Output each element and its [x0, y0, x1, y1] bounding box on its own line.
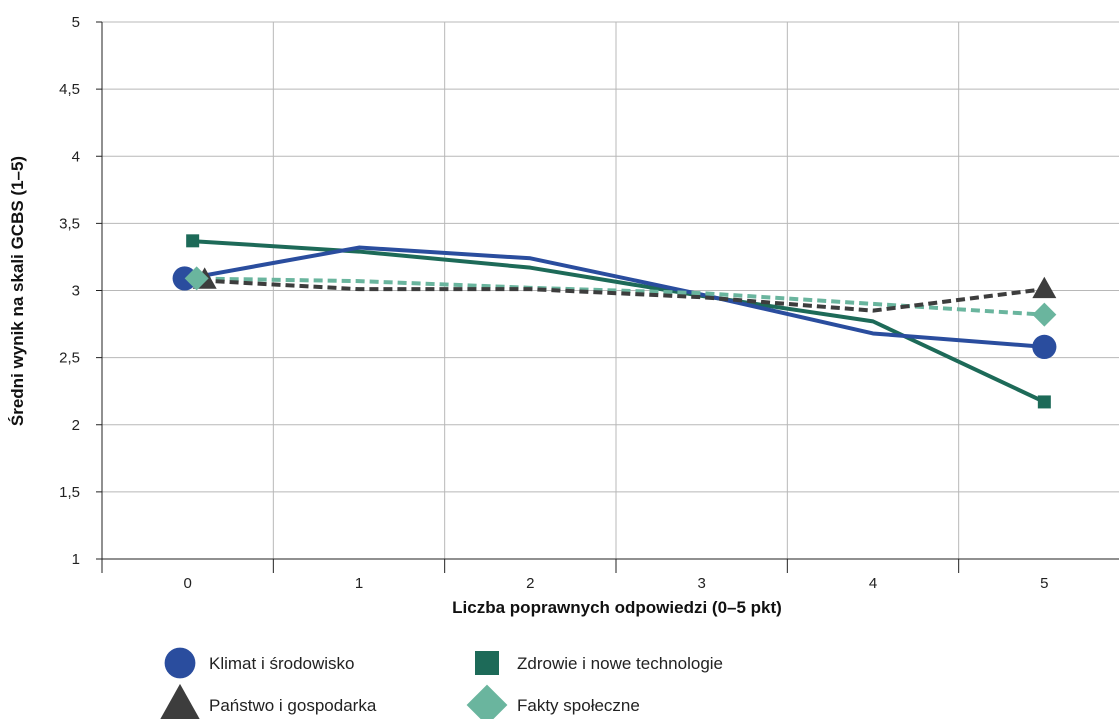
y-tick-label: 3 [72, 283, 80, 300]
legend-marker [475, 651, 499, 675]
series-marker [1032, 334, 1057, 359]
legend-label: Zdrowie i nowe technologie [517, 654, 723, 673]
y-tick-label: 3,5 [59, 215, 80, 232]
x-tick-label: 3 [697, 575, 705, 592]
legend-item: Państwo i gospodarka [160, 683, 377, 719]
series-line [187, 245, 1045, 349]
legend-item: Zdrowie i nowe technologie [475, 651, 723, 675]
y-tick-label: 4,5 [59, 81, 80, 98]
x-tick-label: 2 [526, 575, 534, 592]
x-axis-title: Liczba poprawnych odpowiedzi (0–5 pkt) [452, 598, 782, 617]
axes: 1 1,5 2 2,5 3 3,5 4 4,5 5 0 1 2 3 4 5 [59, 14, 1119, 592]
series-marker [172, 266, 197, 291]
legend-item: Klimat i środowisko [164, 647, 355, 679]
series-marker [186, 234, 200, 248]
x-tick-label: 4 [869, 575, 877, 592]
series-layer [187, 238, 1046, 404]
series-marker [1032, 302, 1057, 327]
series-marker [184, 266, 209, 291]
legend-label: Państwo i gospodarka [209, 696, 377, 715]
series-marker [1032, 276, 1057, 299]
legend-item: Fakty społeczne [466, 684, 640, 719]
y-tick-label: 1 [72, 551, 80, 568]
legend: Klimat i środowisko Zdrowie i nowe techno… [160, 647, 723, 719]
legend-marker [466, 684, 508, 719]
y-tick-label: 4 [72, 148, 80, 165]
legend-marker [164, 647, 196, 679]
legend-label: Fakty społeczne [517, 696, 640, 715]
legend-label: Klimat i środowisko [209, 654, 355, 673]
y-axis-title: Średni wynik na skali GCBS (1–5) [8, 156, 27, 426]
legend-marker [160, 683, 200, 719]
y-tick-label: 2 [72, 417, 80, 434]
y-tick-label: 2,5 [59, 350, 80, 367]
y-tick-label: 5 [72, 14, 80, 31]
x-tick-label: 0 [183, 575, 191, 592]
y-tick-label: 1,5 [59, 484, 80, 501]
series-line [187, 277, 1045, 313]
markers [172, 234, 1057, 409]
grid [102, 21, 1119, 559]
x-tick-label: 5 [1040, 575, 1048, 592]
x-tick-label: 1 [355, 575, 363, 592]
series-marker [1037, 395, 1051, 409]
